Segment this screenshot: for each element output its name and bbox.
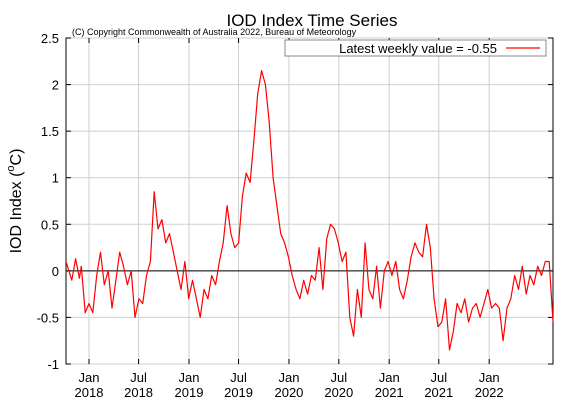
x-tick-year: 2019 bbox=[175, 385, 204, 400]
x-tick-month: Jan bbox=[379, 370, 400, 385]
legend-label: Latest weekly value = -0.55 bbox=[339, 41, 497, 56]
x-tick-year: 2020 bbox=[324, 385, 353, 400]
legend-box bbox=[284, 39, 547, 57]
legend: Latest weekly value = -0.55 bbox=[284, 39, 547, 57]
series-line bbox=[65, 69, 554, 351]
series-lines bbox=[65, 69, 554, 351]
x-tick-month: Jul bbox=[330, 370, 347, 385]
x-tick-month: Jul bbox=[130, 370, 147, 385]
x-tick-year: 2020 bbox=[274, 385, 303, 400]
chart-title: IOD Index Time Series bbox=[226, 11, 397, 30]
x-tick-year: 2021 bbox=[375, 385, 404, 400]
y-tick-label: -0.5 bbox=[37, 310, 59, 325]
y-tick-label: -1 bbox=[47, 357, 59, 372]
x-tick-month: Jan bbox=[479, 370, 500, 385]
y-axis-label-unit: C) bbox=[8, 149, 25, 166]
y-axis-label-main: IOD Index ( bbox=[8, 171, 25, 253]
y-tick-label: 2 bbox=[52, 78, 59, 93]
y-tick-label: 0.5 bbox=[41, 217, 59, 232]
x-tick-year: 2021 bbox=[424, 385, 453, 400]
x-tick-month: Jan bbox=[79, 370, 100, 385]
x-tick-year: 2022 bbox=[475, 385, 504, 400]
y-axis-label-superscript: o bbox=[5, 165, 17, 171]
y-axis-label: IOD Index (oC) bbox=[5, 149, 25, 254]
x-tick-year: 2018 bbox=[75, 385, 104, 400]
y-tick-label: 1.5 bbox=[41, 124, 59, 139]
x-axis: Jan2018Jul2018Jan2019Jul2019Jan2020Jul20… bbox=[75, 38, 504, 400]
chart-copyright: (C) Copyright Commonwealth of Australia … bbox=[72, 27, 357, 37]
y-axis: -1 -0.5 0 0.5 1 1.5 2 2.5 bbox=[37, 31, 553, 372]
x-tick-month: Jul bbox=[430, 370, 447, 385]
grid-lines bbox=[66, 37, 553, 365]
y-tick-label: 2.5 bbox=[41, 31, 59, 46]
x-tick-month: Jul bbox=[230, 370, 247, 385]
y-tick-label: 1 bbox=[52, 171, 59, 186]
x-tick-year: 2019 bbox=[224, 385, 253, 400]
x-tick-month: Jan bbox=[178, 370, 199, 385]
y-tick-label: 0 bbox=[52, 264, 59, 279]
x-tick-month: Jan bbox=[278, 370, 299, 385]
x-tick-year: 2018 bbox=[124, 385, 153, 400]
